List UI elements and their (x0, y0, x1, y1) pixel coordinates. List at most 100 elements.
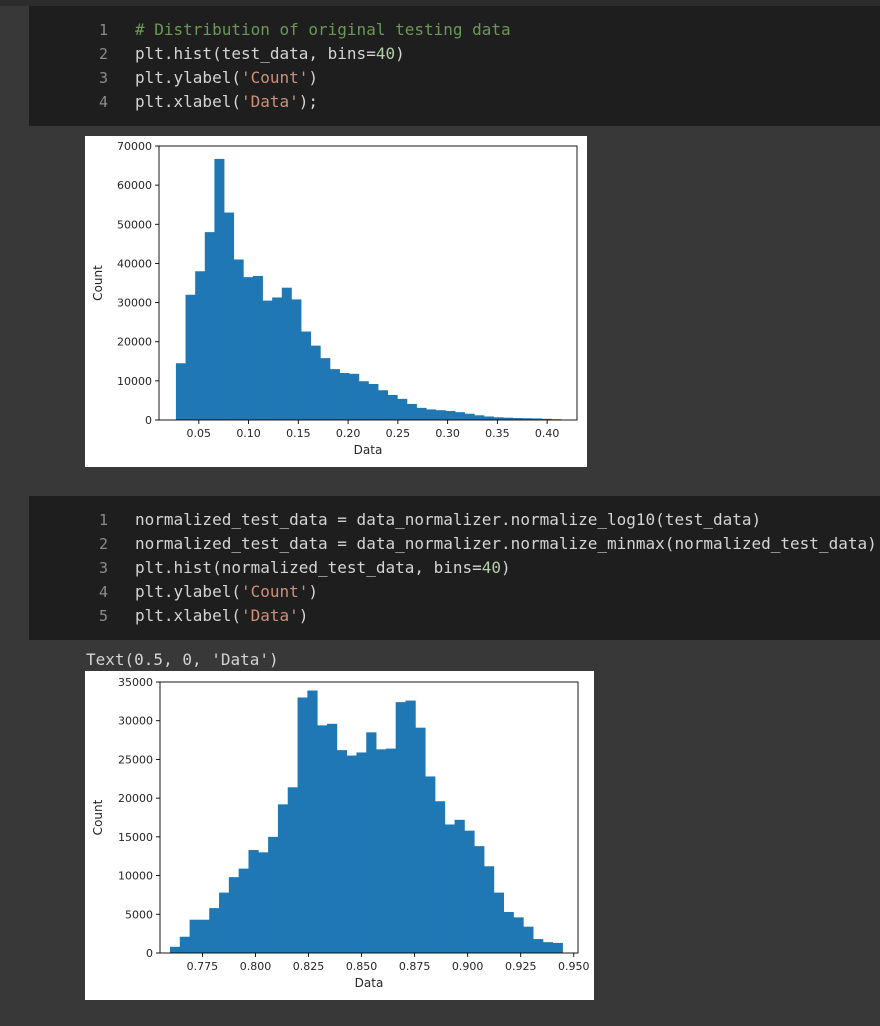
code-token: plt.ylabel( (135, 582, 241, 601)
histogram-bar (395, 702, 406, 953)
y-tick-label: 20000 (117, 336, 152, 349)
x-tick-label: 0.05 (187, 427, 212, 440)
histogram-bar (378, 390, 389, 420)
code-token: normalized_test_data = data_normalizer.n… (135, 510, 762, 529)
code-line[interactable]: 1 normalized_test_data = data_normalizer.… (29, 508, 880, 532)
histogram-bar (243, 277, 254, 420)
histogram-bar (346, 755, 357, 953)
plot-frame (158, 145, 578, 421)
code-token: plt.xlabel( (135, 606, 241, 625)
code-text: normalized_test_data = data_normalizer.n… (135, 508, 761, 532)
code-token: plt.ylabel( (135, 68, 241, 87)
line-number: 2 (98, 535, 108, 553)
line-number: 4 (98, 583, 108, 601)
line-number: 3 (98, 69, 108, 87)
line-number: 1 (98, 21, 108, 39)
code-token: plt.hist(test_data, bins= (135, 44, 376, 63)
code-text: plt.ylabel('Count') (135, 580, 318, 604)
histogram-chart-2: 0.775 0.800 0.825 0.850 0.875 0.900 0.925 0.950… (91, 676, 590, 990)
histogram-bar (317, 725, 328, 953)
y-axis-label: Count (91, 265, 105, 301)
histogram-bar (523, 926, 534, 953)
line-number: 2 (98, 45, 108, 63)
code-text: plt.ylabel('Count') (135, 66, 318, 90)
histogram-bar (368, 383, 379, 420)
cell-output-text: Text(0.5, 0, 'Data') (86, 650, 279, 669)
code-token: 'Data' (240, 92, 299, 111)
x-tick-label: 0.875 (399, 960, 431, 973)
histogram-bar (474, 846, 485, 953)
histogram-bar (209, 908, 220, 953)
y-tick-label: 60000 (117, 179, 152, 192)
histogram-bar (415, 727, 426, 953)
histogram-bar (454, 819, 465, 953)
code-token: ) (501, 558, 511, 577)
histogram-bar (474, 415, 485, 420)
y-tick-label: 15000 (118, 831, 153, 844)
histogram-bar (552, 942, 563, 953)
y-tick-label: 0 (146, 947, 153, 960)
histogram-bar (277, 804, 289, 953)
histogram-bar (179, 936, 190, 953)
histogram-bar (252, 275, 263, 420)
histogram-bar (329, 369, 340, 420)
histogram-bar (336, 750, 348, 953)
histogram-bar (199, 919, 210, 953)
x-tick-label: 0.850 (346, 960, 378, 973)
histogram-bar (397, 398, 408, 420)
histogram-chart-1: 0.05 0.10 0.15 0.20 0.25 0.30 0.35 0.40 0 10000 20… (91, 140, 578, 457)
histogram-bar (522, 418, 533, 420)
histogram-bar (464, 413, 475, 420)
x-tick-label: 0.20 (336, 427, 361, 440)
code-line[interactable]: 2 normalized_test_data = data_normalizer.… (29, 532, 880, 556)
histogram-bar (228, 877, 240, 953)
histogram-bar (444, 824, 455, 953)
x-tick-label: 0.900 (452, 960, 484, 973)
histogram-bar (513, 917, 524, 953)
y-tick-label: 40000 (117, 257, 152, 270)
histogram-output-2: 0.775 0.800 0.825 0.850 0.875 0.900 0.925 0.950… (85, 671, 594, 1000)
code-text: plt.xlabel('Data'); (135, 90, 318, 114)
y-axis-label: Count (91, 799, 105, 835)
histogram-bar (387, 394, 398, 420)
histogram-bar (542, 942, 554, 953)
x-tick-label: 0.30 (435, 427, 460, 440)
code-text: plt.hist(test_data, bins=40) (135, 42, 405, 66)
histogram-bar (175, 363, 186, 420)
code-line[interactable]: 1 # Distribution of original testing data (29, 18, 880, 42)
x-tick-label: 0.25 (386, 427, 411, 440)
x-axis-label: Data (354, 443, 383, 457)
histogram-bar (297, 697, 308, 953)
code-line[interactable]: 3 plt.ylabel('Count') (29, 66, 880, 90)
line-number: 3 (98, 559, 108, 577)
code-line[interactable]: 4 plt.xlabel('Data'); (29, 90, 880, 114)
histogram-bar (268, 836, 279, 953)
histogram-bar (185, 294, 196, 420)
code-token: 'Data' (240, 606, 299, 625)
notebook-cell-1[interactable]: [ ] 1# Distribution of original testing … (0, 6, 880, 476)
code-token: 40 (375, 44, 396, 63)
code-line[interactable]: 4 plt.ylabel('Count') (29, 580, 880, 604)
histogram-bar (532, 418, 543, 420)
y-tick-label: 30000 (118, 715, 153, 728)
histogram-bar (189, 919, 200, 953)
histogram-bar (339, 373, 350, 420)
x-tick-label: 0.35 (485, 427, 510, 440)
code-editor[interactable]: 1 # Distribution of original testing data… (29, 6, 880, 126)
y-tick-label: 70000 (117, 140, 152, 153)
code-token: 'Count' (240, 68, 309, 87)
histogram-bar (484, 866, 495, 953)
code-line[interactable]: 2 plt.hist(test_data, bins=40) (29, 42, 880, 66)
histogram-bar (310, 345, 321, 420)
histogram-bar (349, 373, 360, 420)
x-tick-label: 0.825 (293, 960, 325, 973)
histogram-bar (405, 700, 416, 953)
code-line[interactable]: 5 plt.xlabel('Data') (29, 604, 880, 628)
code-editor[interactable]: 1 normalized_test_data = data_normalizer.… (29, 496, 880, 640)
histogram-bar (503, 911, 514, 953)
histogram-bar (533, 939, 544, 953)
histogram-bar (204, 232, 215, 420)
code-line[interactable]: 3 plt.hist(normalized_test_data, bins=40) (29, 556, 880, 580)
histogram-bar (248, 850, 259, 953)
